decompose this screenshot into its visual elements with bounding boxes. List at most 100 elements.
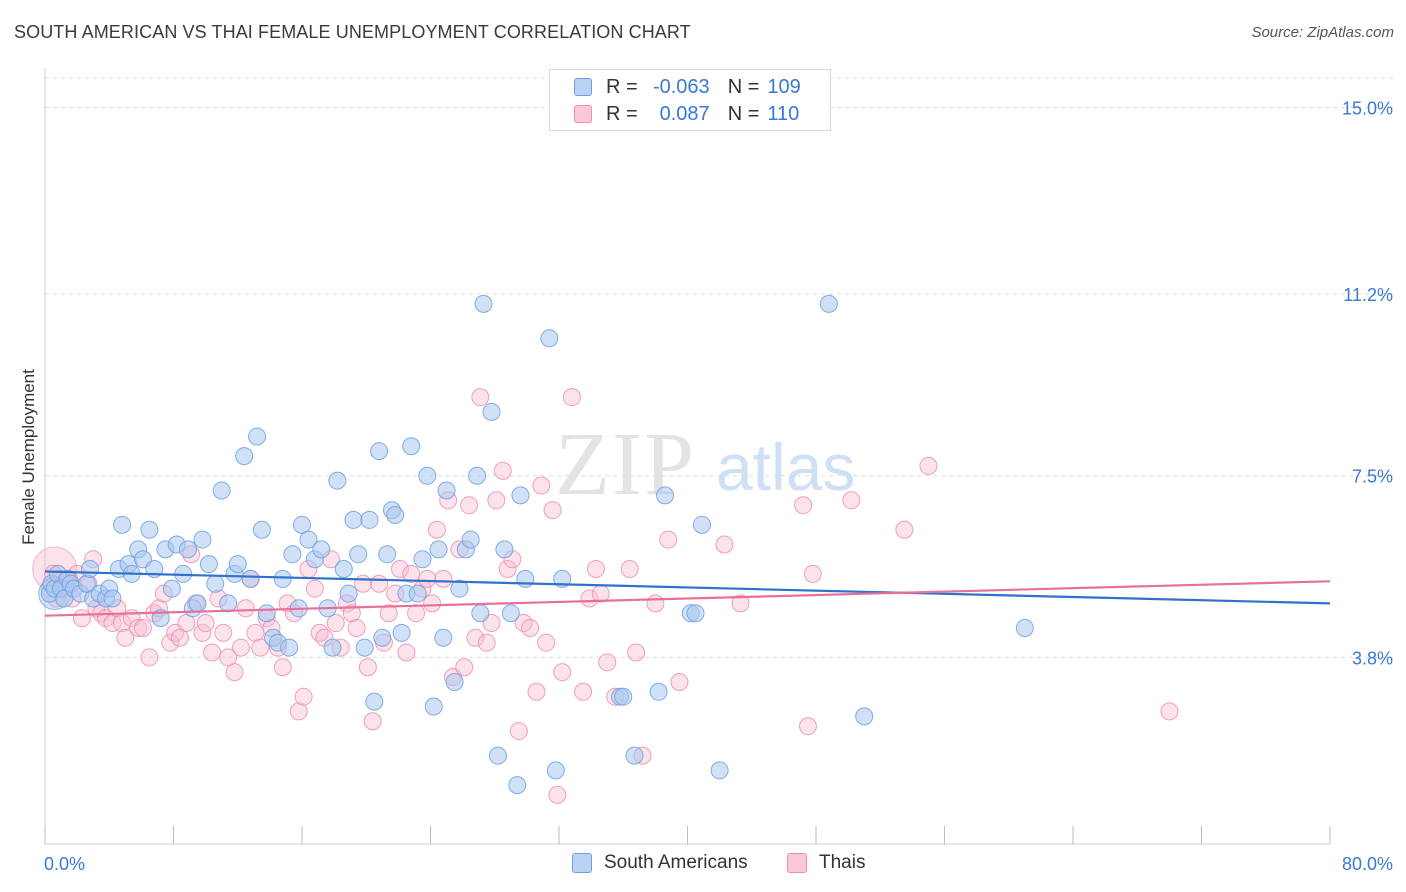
thais-point [460,496,479,515]
south-americans-point [508,776,527,795]
south-americans-point [461,530,480,549]
series-label-south-americans: South Americans [604,852,748,873]
south-americans-point [418,466,437,485]
south-americans-point [280,638,299,657]
thais-point [370,574,389,593]
source-label: Source: ZipAtlas.com [1251,24,1394,41]
thais-point [225,663,244,682]
south-americans-point [392,623,411,642]
thais-point [379,604,398,623]
thais-trend-line [44,580,1331,617]
y-tick-label: 11.2% [1343,285,1393,305]
south-americans-point [248,427,267,446]
legend: R = -0.063 N = 109 R = 0.087 N = 110 [549,69,831,131]
axes [44,68,1331,845]
thais-point [214,623,233,642]
thais-point [294,687,313,706]
thais-point [310,623,329,642]
south-americans-point [855,707,874,726]
south-americans-point [386,506,405,525]
south-americans-point [429,540,448,559]
watermark-atlas: atlas [716,430,855,504]
thais-point [203,643,222,662]
thais-point [659,530,678,549]
thais-point [580,589,599,608]
thais-point [842,491,861,510]
thais-point [574,682,593,701]
south-americans-point [235,447,254,466]
south-americans-point [212,481,231,500]
legend-row-thais: R = 0.087 N = 110 [574,102,799,126]
south-americans-point [344,510,363,529]
legend-n-value: 109 [767,75,801,98]
thais-point [527,682,546,701]
south-americans-point [495,540,514,559]
south-americans-point [373,628,392,647]
south-americans-point [370,442,389,461]
south-americans-point [516,569,535,588]
legend-swatch-blue [574,78,592,96]
thais-point [326,614,345,633]
thais-point [537,633,556,652]
thais-point [418,569,437,588]
south-americans-point [312,540,331,559]
legend-n-value: 110 [767,102,800,125]
thais-point [246,623,265,642]
legend-r-value: -0.063 [652,75,710,98]
south-americans-point [299,530,318,549]
thais-point [509,722,528,741]
thais-point [532,476,551,495]
south-americans-trend-line [44,570,1331,605]
series-label-thais: Thais [819,852,866,873]
thais-point [548,785,567,804]
thais-point [347,618,366,637]
thais-point [477,633,496,652]
thais-point [803,564,822,583]
south-americans-point [323,638,342,657]
south-americans-point [365,692,384,711]
tick-labels: 3.8% 7.5% 11.2% 15.0% 0.0% 80.0% [44,98,1393,874]
thais-point [193,623,212,642]
thais-point [487,491,506,510]
thais-point [919,456,938,475]
south-americans-point [402,437,421,456]
thais-point [358,658,377,677]
thais-point [1160,702,1179,721]
thais-point [498,560,517,579]
south-americans-point [199,555,218,574]
south-americans-point [686,604,705,623]
thais-point [471,388,490,407]
series-legend-thais: Thais [787,852,865,874]
south-americans-point [546,761,565,780]
y-tick-label: 3.8% [1352,648,1393,668]
thais-point [553,663,572,682]
y-tick-label: 7.5% [1352,467,1393,487]
south-americans-point [488,746,507,765]
south-americans-point [434,628,453,647]
south-americans-point [474,294,493,313]
south-americans-point [437,481,456,500]
south-americans-point [445,672,464,691]
thais-point [586,560,605,579]
legend-n-label: N = [727,102,760,125]
thais-point [161,633,180,652]
south-americans-point [692,515,711,534]
south-americans-point [360,510,379,529]
south-americans-point [349,545,368,564]
south-americans-point [501,604,520,623]
thais-point [140,648,159,667]
south-americans-point [540,329,559,348]
thais-point [354,574,373,593]
thais-point [390,560,409,579]
south-americans-point [339,584,358,603]
south-americans-point [219,594,238,613]
thais-point [794,496,813,515]
legend-r-label: R = [606,75,638,98]
south-americans-point [511,486,530,505]
south-americans-point [614,687,633,706]
thais-point [627,643,646,662]
thais-point [423,594,442,613]
thais-point [289,702,308,721]
thais-point [543,501,562,520]
